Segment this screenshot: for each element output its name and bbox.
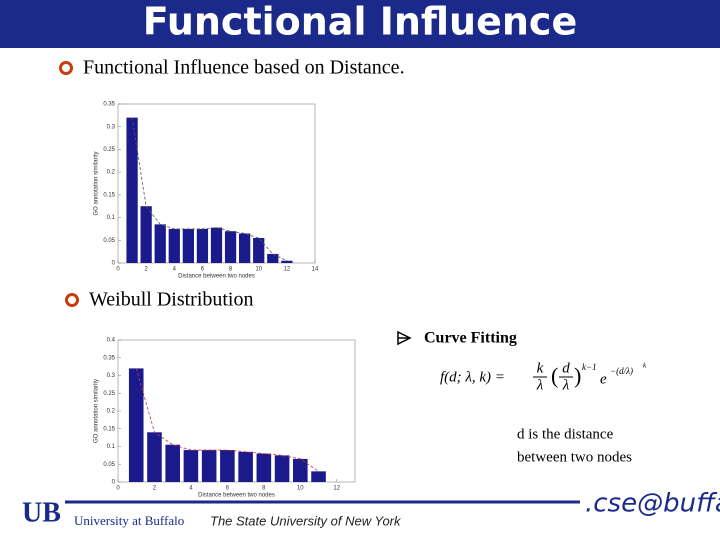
bar [168, 228, 180, 263]
paren: ) [574, 363, 581, 388]
y-tick-label: 0.05 [103, 462, 115, 468]
note-line: between two nodes [517, 449, 632, 465]
bar [147, 432, 162, 482]
bar [220, 450, 235, 482]
formula-k: k [537, 360, 544, 376]
y-tick-label: 0.3 [107, 373, 116, 379]
y-tick-label: 0.35 [103, 102, 115, 108]
bar [311, 471, 326, 482]
footer-university: University at Buffalo [74, 513, 184, 528]
x-tick-label: 14 [312, 267, 319, 273]
y-tick-label: 0.15 [103, 192, 115, 198]
y-tick-label: 0.2 [107, 409, 116, 415]
x-tick-label: 10 [297, 486, 304, 492]
bullet-icon [59, 61, 73, 75]
y-tick-label: 0.25 [103, 391, 115, 397]
chart: 0 0.05 0.1 0.15 0.2 0.25 0.3 0.35 0.4 0 2 4 6 8 10 12 Di… [94, 338, 356, 499]
bar [201, 450, 217, 482]
y-tick-label: 0.25 [103, 147, 115, 153]
formula-lambda: λ [562, 377, 570, 393]
bar [140, 206, 152, 263]
bullet: Functional Influence based on Distance. [83, 57, 405, 79]
bar [126, 117, 138, 263]
bar [267, 253, 279, 263]
bar [165, 444, 180, 482]
note-line: d is the distance [517, 426, 614, 442]
bar [128, 368, 144, 482]
y-tick-label: 0.05 [103, 238, 115, 244]
bar [182, 228, 194, 263]
x-tick-label: 2 [144, 267, 148, 273]
formula: f(d; λ, k) = k λ ( d λ ) k−1 e −(d/λ) k [440, 360, 647, 393]
formula-lhs: f(d; λ, k) = [440, 369, 505, 385]
x-tick-label: 6 [226, 486, 230, 492]
bar [274, 455, 290, 482]
x-tick-label: 4 [173, 267, 177, 273]
trend-line [135, 368, 319, 472]
ub-logo: UB [22, 497, 61, 528]
formula-exp-power: k [643, 362, 647, 370]
x-tick-label: 12 [284, 267, 291, 273]
bar [256, 453, 272, 482]
formula-exponent: −(d/λ) [610, 366, 633, 376]
paren: ( [551, 363, 558, 388]
y-tick-label: 0.1 [107, 215, 116, 221]
bar [210, 227, 223, 263]
trend-line [131, 117, 288, 262]
curve-fitting-label: Curve Fitting [424, 330, 517, 347]
bar [196, 228, 209, 263]
x-tick-label: 12 [333, 486, 340, 492]
y-axis-label: GO annotation similarity [94, 379, 100, 443]
bar [253, 238, 265, 263]
formula-e: e [600, 371, 607, 387]
x-tick-label: 4 [189, 486, 193, 492]
bar [239, 233, 251, 263]
cse-logo: .cse@buffalo [585, 489, 720, 519]
bar [154, 224, 166, 263]
y-axis-label: GO annotation similarity [94, 151, 100, 215]
title-bar [0, 0, 720, 48]
bullet: Weibull Distribution [89, 289, 254, 311]
x-tick-label: 2 [153, 486, 157, 492]
y-tick-label: 0 [112, 480, 116, 486]
formula-lambda: λ [536, 377, 544, 393]
y-tick-label: 0.3 [107, 124, 116, 130]
y-tick-label: 0.1 [107, 444, 116, 450]
bar [293, 458, 308, 482]
footer-subtitle: The State University of New York [210, 513, 402, 528]
arrow-bullet [397, 330, 412, 346]
y-tick-label: 0 [112, 261, 116, 267]
x-tick-label: 8 [262, 486, 266, 492]
x-tick-label: 6 [201, 267, 205, 273]
y-tick-label: 0.15 [103, 426, 115, 432]
x-tick-label: 8 [229, 267, 233, 273]
x-tick-label: 0 [116, 486, 120, 492]
x-axis-label: Distance between two nodes [198, 493, 275, 499]
bullet-icon [65, 293, 79, 307]
bar [224, 231, 237, 263]
x-tick-label: 10 [255, 267, 262, 273]
y-tick-label: 0.4 [107, 338, 116, 344]
chart: 0 0.05 0.1 0.15 0.2 0.25 0.3 0.35 0 2 4 6 8 10 12 14 Dis… [94, 102, 319, 280]
formula-power: k−1 [582, 362, 597, 372]
bar [238, 451, 253, 482]
slide-title: Functional Influence [143, 0, 577, 44]
y-tick-label: 0.2 [107, 170, 116, 176]
x-tick-label: 0 [116, 267, 120, 273]
bar [183, 450, 199, 482]
x-axis-label: Distance between two nodes [178, 274, 255, 280]
bar [281, 260, 293, 263]
y-tick-label: 0.35 [103, 355, 115, 361]
formula-d: d [562, 360, 570, 376]
